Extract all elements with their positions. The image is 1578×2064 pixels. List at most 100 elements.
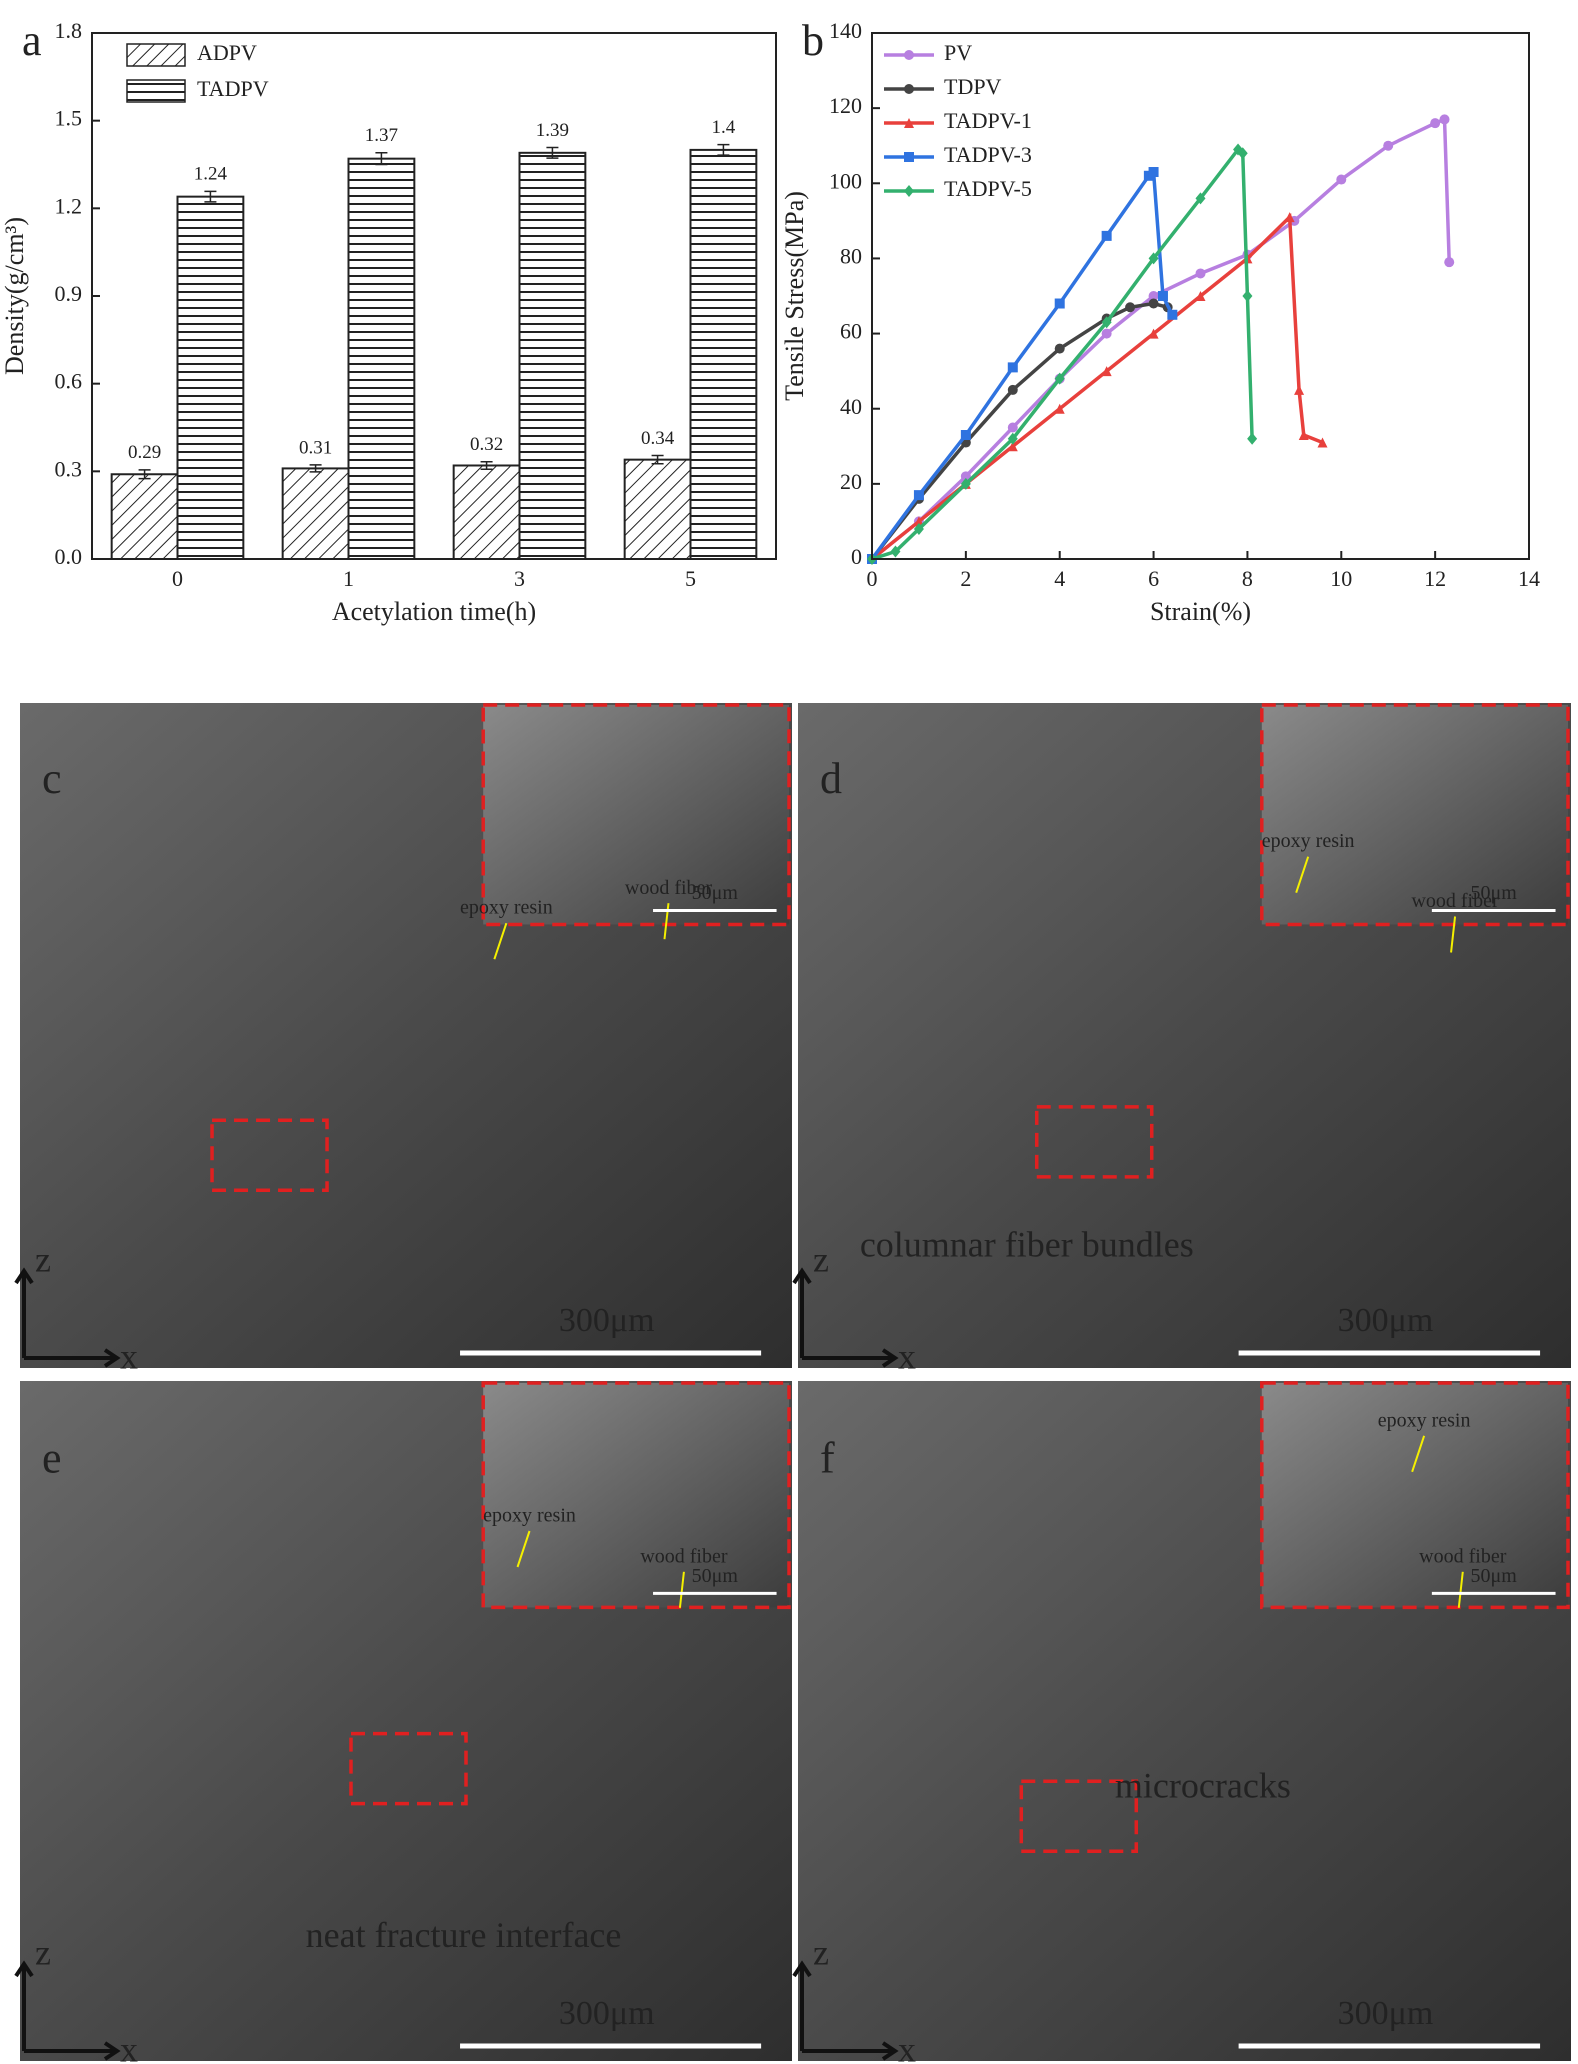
axes-arrows bbox=[14, 1960, 121, 2061]
inset-scale-label: 50μm bbox=[692, 1565, 739, 1587]
legend-label: TADPV bbox=[197, 76, 269, 101]
scale-label: 300μm bbox=[559, 1302, 655, 1339]
zoom-box bbox=[1019, 1779, 1139, 1853]
plot-frame bbox=[871, 32, 1530, 560]
scale-label: 300μm bbox=[1338, 1995, 1434, 2032]
marker bbox=[1007, 422, 1018, 433]
marker bbox=[1294, 384, 1305, 395]
inset-label: wood fiber bbox=[640, 1545, 728, 1567]
marker bbox=[913, 490, 924, 501]
x-tick-label: 12 bbox=[1424, 566, 1446, 591]
axes-arrows bbox=[14, 1267, 121, 1368]
marker bbox=[1195, 268, 1206, 279]
marker bbox=[1284, 212, 1295, 223]
bar bbox=[689, 148, 758, 560]
axes-arrows bbox=[792, 1267, 899, 1368]
inset-label: wood fiber bbox=[1411, 890, 1499, 912]
error-bar bbox=[480, 460, 493, 471]
data-label: 1.4 bbox=[712, 117, 736, 138]
legend-label: TADPV-3 bbox=[944, 142, 1032, 167]
data-label: 1.37 bbox=[365, 125, 398, 146]
axis-x: x bbox=[898, 1336, 916, 1376]
y-tick-label: 80 bbox=[840, 243, 862, 268]
marker bbox=[904, 152, 914, 162]
x-tick-label: 10 bbox=[1330, 566, 1352, 591]
arrow bbox=[1457, 1571, 1464, 1608]
inset-scale-label: 50μm bbox=[1471, 882, 1518, 904]
marker bbox=[913, 516, 924, 527]
x-tick-label: 2 bbox=[960, 566, 971, 591]
marker bbox=[1054, 403, 1065, 414]
y-tick-label: 40 bbox=[840, 394, 862, 419]
marker bbox=[1125, 302, 1136, 313]
x-axis-title: Strain(%) bbox=[1150, 597, 1251, 626]
arrow bbox=[1295, 856, 1310, 893]
marker bbox=[904, 118, 914, 128]
arrow bbox=[1450, 916, 1457, 953]
arrow bbox=[1411, 1435, 1426, 1473]
inset-image bbox=[1260, 703, 1570, 927]
zoom-box bbox=[349, 1731, 468, 1806]
marker bbox=[1444, 257, 1455, 268]
inset-label: epoxy resin bbox=[460, 897, 553, 919]
axes-arrows bbox=[792, 1960, 899, 2061]
bar bbox=[281, 467, 350, 560]
bar bbox=[176, 195, 245, 560]
data-label: 0.29 bbox=[128, 442, 161, 463]
axis-x: x bbox=[898, 2029, 916, 2064]
y-tick-label: 20 bbox=[840, 469, 862, 494]
marker bbox=[1195, 192, 1206, 205]
error-bar bbox=[375, 152, 388, 166]
marker bbox=[1148, 167, 1159, 178]
inset-image bbox=[1260, 1381, 1570, 1610]
marker bbox=[1148, 291, 1159, 301]
marker bbox=[960, 471, 971, 482]
panel-label: d bbox=[820, 754, 842, 803]
marker bbox=[1317, 437, 1328, 448]
marker bbox=[904, 50, 914, 60]
bar bbox=[623, 458, 692, 560]
marker bbox=[1247, 432, 1258, 445]
y-tick-label: 1.8 bbox=[55, 18, 83, 43]
marker bbox=[1054, 298, 1065, 309]
axis-x: x bbox=[120, 1336, 138, 1376]
inset-label: wood fiber bbox=[625, 877, 713, 899]
error-bar bbox=[546, 146, 559, 159]
scale-label: 300μm bbox=[559, 1995, 655, 2032]
marker bbox=[913, 522, 924, 535]
marker bbox=[960, 477, 971, 490]
x-tick-label: 0 bbox=[867, 566, 878, 591]
panel-label: a bbox=[22, 16, 42, 65]
legend-label: TADPV-1 bbox=[944, 108, 1032, 133]
x-tick-label: 1 bbox=[343, 566, 354, 591]
x-tick-label: 14 bbox=[1518, 566, 1540, 591]
arrow bbox=[516, 1530, 531, 1568]
x-tick-label: 3 bbox=[514, 566, 525, 591]
series-line bbox=[870, 168, 1174, 561]
panel-label: e bbox=[42, 1434, 62, 1483]
marker bbox=[1007, 432, 1018, 445]
arrow bbox=[493, 922, 508, 960]
x-axis-title: Acetylation time(h) bbox=[332, 597, 536, 626]
legend-swatch bbox=[126, 43, 186, 67]
marker bbox=[1007, 384, 1018, 395]
caption: neat fracture interface bbox=[306, 1915, 622, 1955]
marker bbox=[1101, 328, 1112, 339]
y-tick-label: 1.5 bbox=[55, 106, 83, 131]
x-tick-label: 5 bbox=[685, 566, 696, 591]
bar bbox=[347, 157, 416, 560]
bar bbox=[452, 464, 521, 560]
y-tick-label: 0.0 bbox=[55, 544, 83, 569]
bar bbox=[110, 473, 179, 560]
y-axis-title: Density(g/cm³) bbox=[0, 217, 29, 375]
error-bar bbox=[309, 464, 322, 473]
legend-label: ADPV bbox=[197, 40, 257, 65]
y-tick-label: 0.6 bbox=[55, 369, 83, 394]
zoom-box bbox=[1034, 1105, 1154, 1179]
marker bbox=[1054, 372, 1065, 385]
error-bar bbox=[717, 143, 730, 156]
marker bbox=[904, 84, 914, 94]
marker bbox=[1101, 316, 1112, 329]
axis-z: z bbox=[35, 1932, 51, 1972]
